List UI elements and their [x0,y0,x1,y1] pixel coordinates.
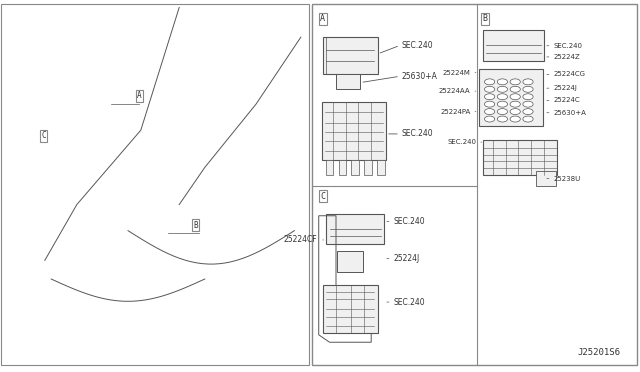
Bar [326,160,333,175]
Bar [111,97,139,111]
Circle shape [497,109,508,115]
Bar [326,214,384,244]
Text: C: C [41,131,46,140]
Bar [536,171,556,186]
Circle shape [497,79,508,85]
Circle shape [497,116,508,122]
Circle shape [510,94,520,100]
Circle shape [510,116,520,122]
Text: B: B [483,14,488,23]
Text: A: A [320,14,325,23]
Circle shape [510,101,520,107]
Bar [323,285,378,333]
Circle shape [497,101,508,107]
Circle shape [523,101,533,107]
Text: 25630+A: 25630+A [554,110,586,116]
Circle shape [484,94,495,100]
Circle shape [510,109,520,115]
Text: 25630+A: 25630+A [402,72,438,81]
Bar [168,224,199,239]
Text: C: C [320,192,325,201]
Bar [483,140,557,175]
Bar [1,4,309,365]
Bar [351,160,359,175]
Bar [322,102,386,160]
Bar [377,160,385,175]
Circle shape [523,86,533,92]
Text: 25224AA: 25224AA [439,88,470,94]
Bar [54,155,58,159]
Circle shape [510,86,520,92]
Circle shape [484,116,495,122]
Text: SEC.240: SEC.240 [402,41,433,50]
Text: 25238U: 25238U [554,176,581,182]
Circle shape [497,86,508,92]
Circle shape [510,79,520,85]
Circle shape [523,79,533,85]
Text: 25224M: 25224M [442,70,470,76]
Bar [312,4,637,365]
Text: SEC.240: SEC.240 [394,298,425,307]
Circle shape [497,94,508,100]
Text: A: A [137,92,142,100]
Bar [483,30,544,61]
Circle shape [523,116,533,122]
Circle shape [484,86,495,92]
Text: 25224J: 25224J [394,254,420,263]
Text: 25224CG: 25224CG [554,71,586,77]
Text: B: B [193,221,198,230]
Bar [339,160,346,175]
Bar [46,141,72,155]
Bar [479,69,543,126]
Circle shape [484,101,495,107]
Bar [49,155,53,159]
Text: 25224PA: 25224PA [440,109,470,115]
Text: 25224J: 25224J [554,85,577,91]
Text: J25201S6: J25201S6 [578,348,621,357]
Text: SEC.240: SEC.240 [394,217,425,226]
Bar [337,251,363,272]
Text: 25224Z: 25224Z [554,54,580,60]
Text: SEC.240: SEC.240 [402,129,433,138]
Circle shape [484,109,495,115]
Bar [364,160,372,175]
Bar [323,37,378,74]
Bar [59,155,63,159]
Text: 25224CF: 25224CF [284,235,317,244]
Bar [178,239,188,244]
Circle shape [523,94,533,100]
Text: SEC.240: SEC.240 [554,43,582,49]
Text: SEC.240: SEC.240 [447,139,476,145]
Circle shape [484,79,495,85]
Text: 25224C: 25224C [554,97,580,103]
Circle shape [523,109,533,115]
Bar [336,74,360,89]
